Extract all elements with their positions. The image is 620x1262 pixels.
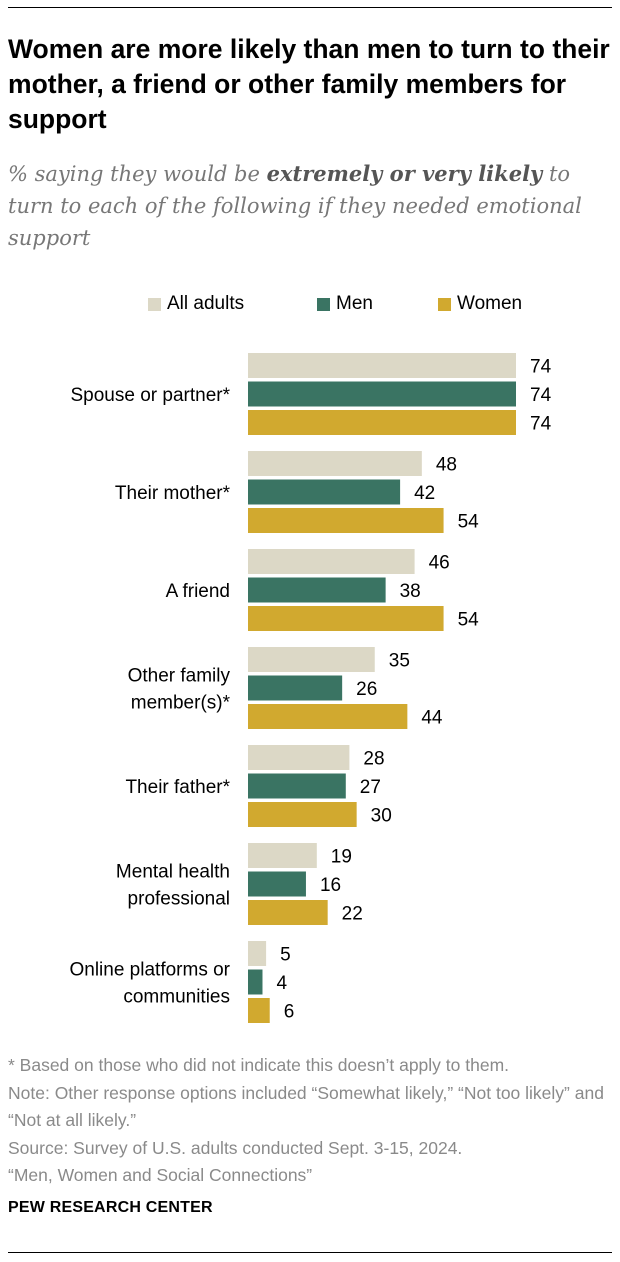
value-label-spouse-or-partner-all-adults: 74 xyxy=(530,357,552,378)
value-label-their-father-women: 30 xyxy=(371,806,392,827)
category-label-line: professional xyxy=(128,889,230,910)
category-label-online-platforms-or-communities: Online platforms or communities xyxy=(69,960,230,1008)
bar-mental-health-professional-men xyxy=(248,871,306,897)
footnote-report: “Men, Women and Social Connections” xyxy=(8,1165,313,1185)
category-label-line: Online platforms or xyxy=(69,960,230,981)
value-label-other-family-members-women: 44 xyxy=(421,708,443,729)
legend-label-men: Men xyxy=(336,293,373,314)
value-label-spouse-or-partner-men: 74 xyxy=(530,385,552,406)
subtitle-text-after: to turn to each of the following if they… xyxy=(8,162,582,250)
legend-swatch-women xyxy=(438,297,451,311)
legend-swatch-men xyxy=(317,297,330,311)
chart-legend: All adults Men Women xyxy=(0,293,620,319)
pew-research-center-logo: PEW RESEARCH CENTER xyxy=(8,1199,213,1216)
bar-mental-health-professional-women xyxy=(248,900,328,925)
legend-swatch-all-adults xyxy=(148,297,161,311)
value-label-mental-health-professional-all-adults: 19 xyxy=(331,847,352,868)
value-label-mental-health-professional-men: 16 xyxy=(320,875,341,896)
value-label-their-father-men: 27 xyxy=(360,777,381,798)
footnote-note: Note: Other response options included “S… xyxy=(8,1082,609,1131)
category-label-line: member(s)* xyxy=(131,693,231,714)
bar-other-family-members-men xyxy=(248,675,343,701)
bar-their-mother-women xyxy=(248,508,444,533)
value-label-a-friend-men: 38 xyxy=(400,581,421,602)
value-label-their-mother-all-adults: 48 xyxy=(436,455,457,476)
bar-their-mother-all-adults xyxy=(248,451,422,476)
bar-spouse-or-partner-women xyxy=(248,410,516,435)
bar-a-friend-men xyxy=(248,577,386,603)
bar-other-family-members-all-adults xyxy=(248,647,375,672)
category-label-their-mother: Their mother* xyxy=(115,483,231,504)
legend-item-men: Men xyxy=(317,293,373,315)
value-label-their-mother-men: 42 xyxy=(414,483,435,504)
value-label-online-platforms-or-communities-men: 4 xyxy=(276,973,287,994)
category-label-line: Other family xyxy=(128,666,231,687)
category-label-line: Their father* xyxy=(125,777,230,798)
bar-online-platforms-or-communities-women xyxy=(248,998,270,1023)
chart-subtitle: % saying they would be extremely or very… xyxy=(8,158,612,254)
value-label-other-family-members-men: 26 xyxy=(356,679,377,700)
subtitle-text-before: % saying they would be xyxy=(8,162,267,186)
bar-other-family-members-women xyxy=(248,704,408,729)
value-label-online-platforms-or-communities-women: 6 xyxy=(284,1002,295,1023)
category-label-line: Spouse or partner* xyxy=(71,385,231,406)
bar-their-father-women xyxy=(248,802,357,827)
bar-spouse-or-partner-all-adults xyxy=(248,353,516,378)
legend-label-women: Women xyxy=(457,293,523,314)
category-label-their-father: Their father* xyxy=(125,777,230,798)
subtitle-emphasis: extremely or very likely xyxy=(266,161,543,186)
top-rule xyxy=(8,7,612,8)
bar-online-platforms-or-communities-all-adults xyxy=(248,941,267,966)
bar-a-friend-all-adults xyxy=(248,549,415,574)
bottom-rule xyxy=(8,1252,612,1253)
bar-mental-health-professional-all-adults xyxy=(248,843,317,868)
legend-item-all-adults: All adults xyxy=(148,293,244,315)
bar-spouse-or-partner-men xyxy=(248,381,516,407)
bar-online-platforms-or-communities-men xyxy=(248,969,263,995)
value-label-other-family-members-all-adults: 35 xyxy=(389,651,410,672)
category-label-line: Mental health xyxy=(116,862,230,883)
footnote-source: Source: Survey of U.S. adults conducted … xyxy=(8,1137,463,1158)
chart-notes: * Based on those who did not indicate th… xyxy=(8,1052,614,1190)
category-label-mental-health-professional: Mental health professional xyxy=(116,862,230,910)
bar-a-friend-women xyxy=(248,606,444,631)
bar-their-father-men xyxy=(248,773,346,799)
value-label-mental-health-professional-women: 22 xyxy=(342,904,363,925)
value-label-a-friend-women: 54 xyxy=(458,610,480,631)
value-label-a-friend-all-adults: 46 xyxy=(429,553,450,574)
value-label-their-father-all-adults: 28 xyxy=(363,749,384,770)
chart-title: Women are more likely than men to turn t… xyxy=(8,34,610,134)
legend-item-women: Women xyxy=(438,293,522,315)
bar-their-mother-men xyxy=(248,479,401,505)
category-label-other-family-members: Other family member(s)* xyxy=(128,666,231,714)
bar-their-father-all-adults xyxy=(248,745,350,770)
category-label-line: A friend xyxy=(166,581,230,602)
legend-label-all-adults: All adults xyxy=(167,293,245,314)
value-label-spouse-or-partner-women: 74 xyxy=(530,414,552,435)
footnote-asterisk: * Based on those who did not indicate th… xyxy=(8,1055,510,1075)
value-label-their-mother-women: 54 xyxy=(458,512,480,533)
category-label-spouse-or-partner: Spouse or partner* xyxy=(71,385,231,406)
category-label-line: communities xyxy=(123,987,230,1008)
value-label-online-platforms-or-communities-all-adults: 5 xyxy=(280,945,291,966)
category-label-a-friend: A friend xyxy=(166,581,230,602)
category-label-line: Their mother* xyxy=(115,483,231,504)
